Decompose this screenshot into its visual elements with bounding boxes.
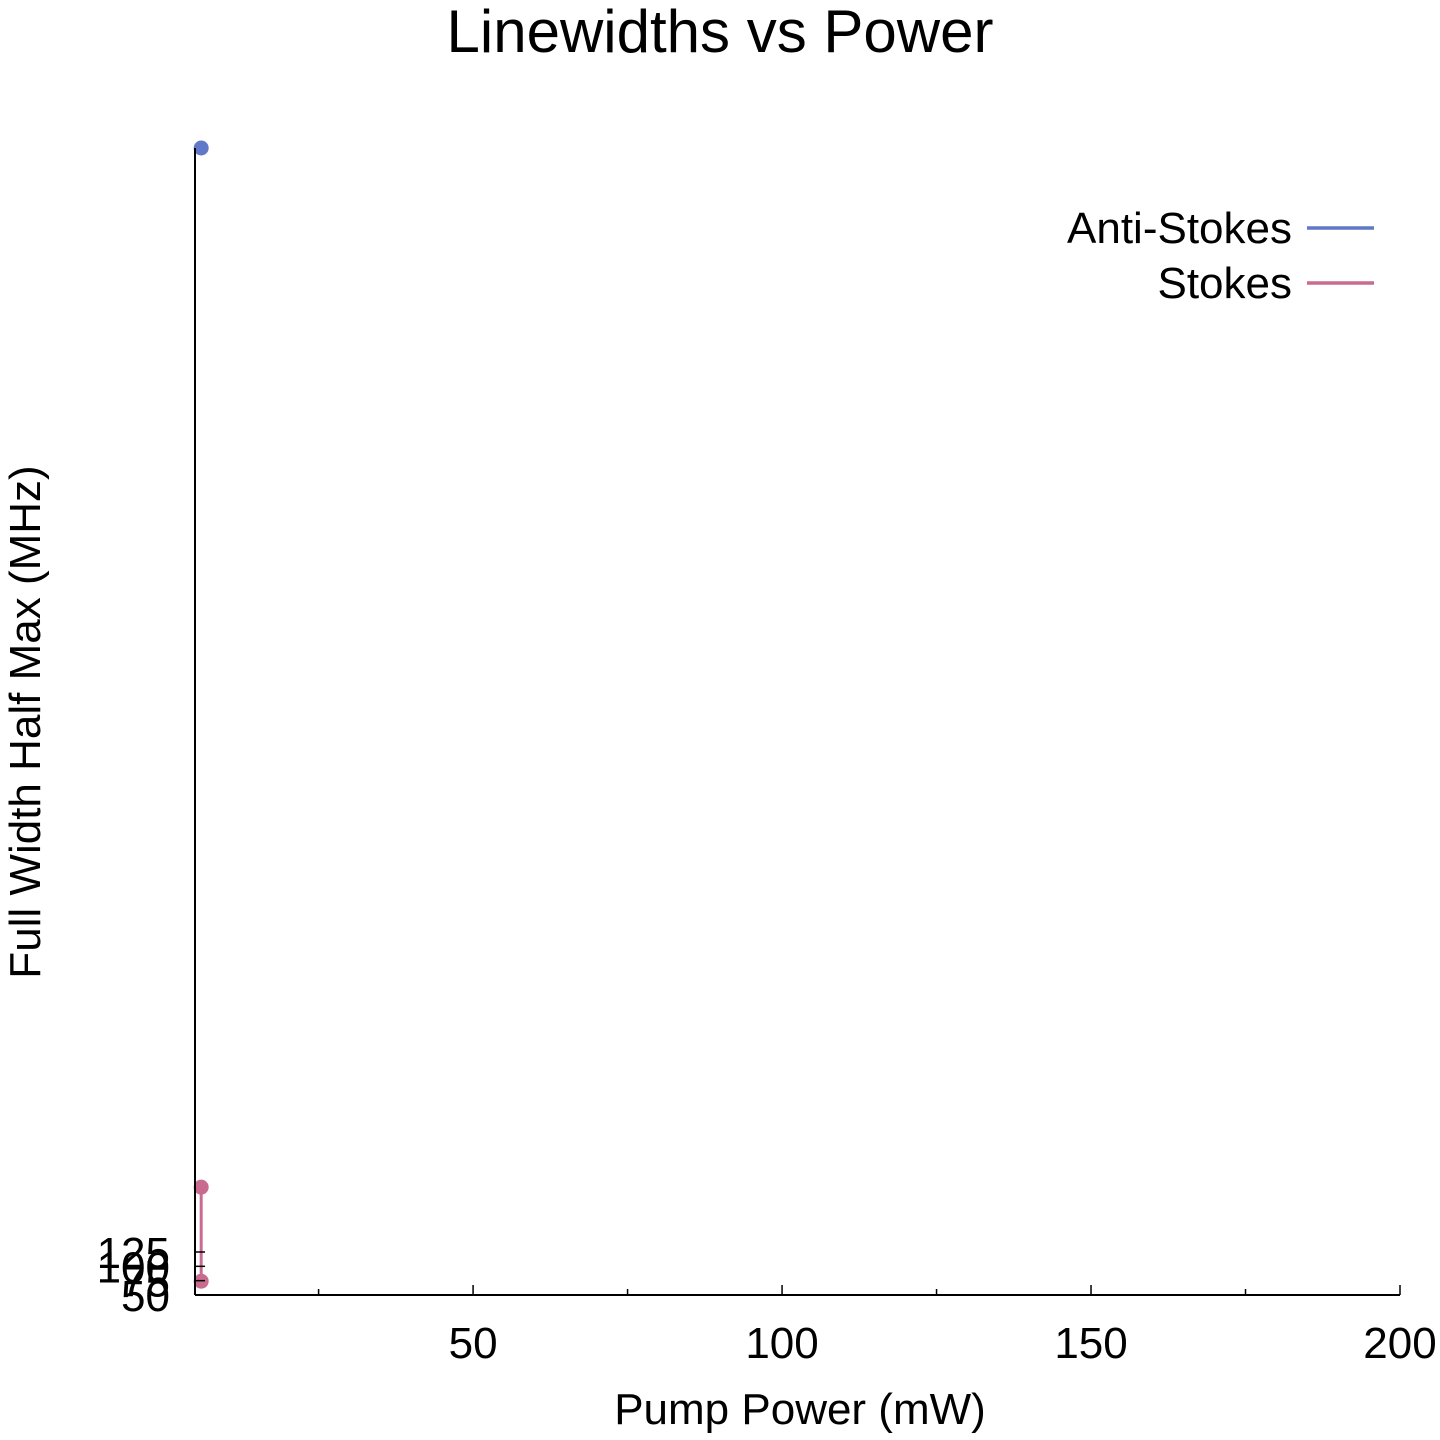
y-tick-label: 125	[97, 1229, 170, 1278]
y-tick-label: 50	[121, 1272, 170, 1321]
legend: Anti-Stokes Stokes	[1067, 204, 1374, 308]
data-point	[193, 1179, 209, 1195]
x-ticks: 50 100 150 200	[317, 1285, 1437, 1368]
y-tick-label: 75	[121, 1258, 170, 1307]
chart-title: Linewidths vs Power	[447, 0, 994, 65]
x-tick-label: 200	[1363, 1319, 1436, 1368]
x-axis-label: Pump Power (mW)	[614, 1385, 986, 1434]
data-point	[193, 140, 209, 156]
y-axis-label: Full Width Half Max (MHz)	[1, 465, 50, 978]
x-tick-label: 100	[745, 1319, 818, 1368]
legend-label: Stokes	[1157, 259, 1292, 308]
y-tick-label: 100	[97, 1243, 170, 1292]
x-tick-label: 50	[449, 1319, 498, 1368]
x-tick-label: 150	[1054, 1319, 1127, 1368]
legend-label: Anti-Stokes	[1067, 204, 1292, 253]
